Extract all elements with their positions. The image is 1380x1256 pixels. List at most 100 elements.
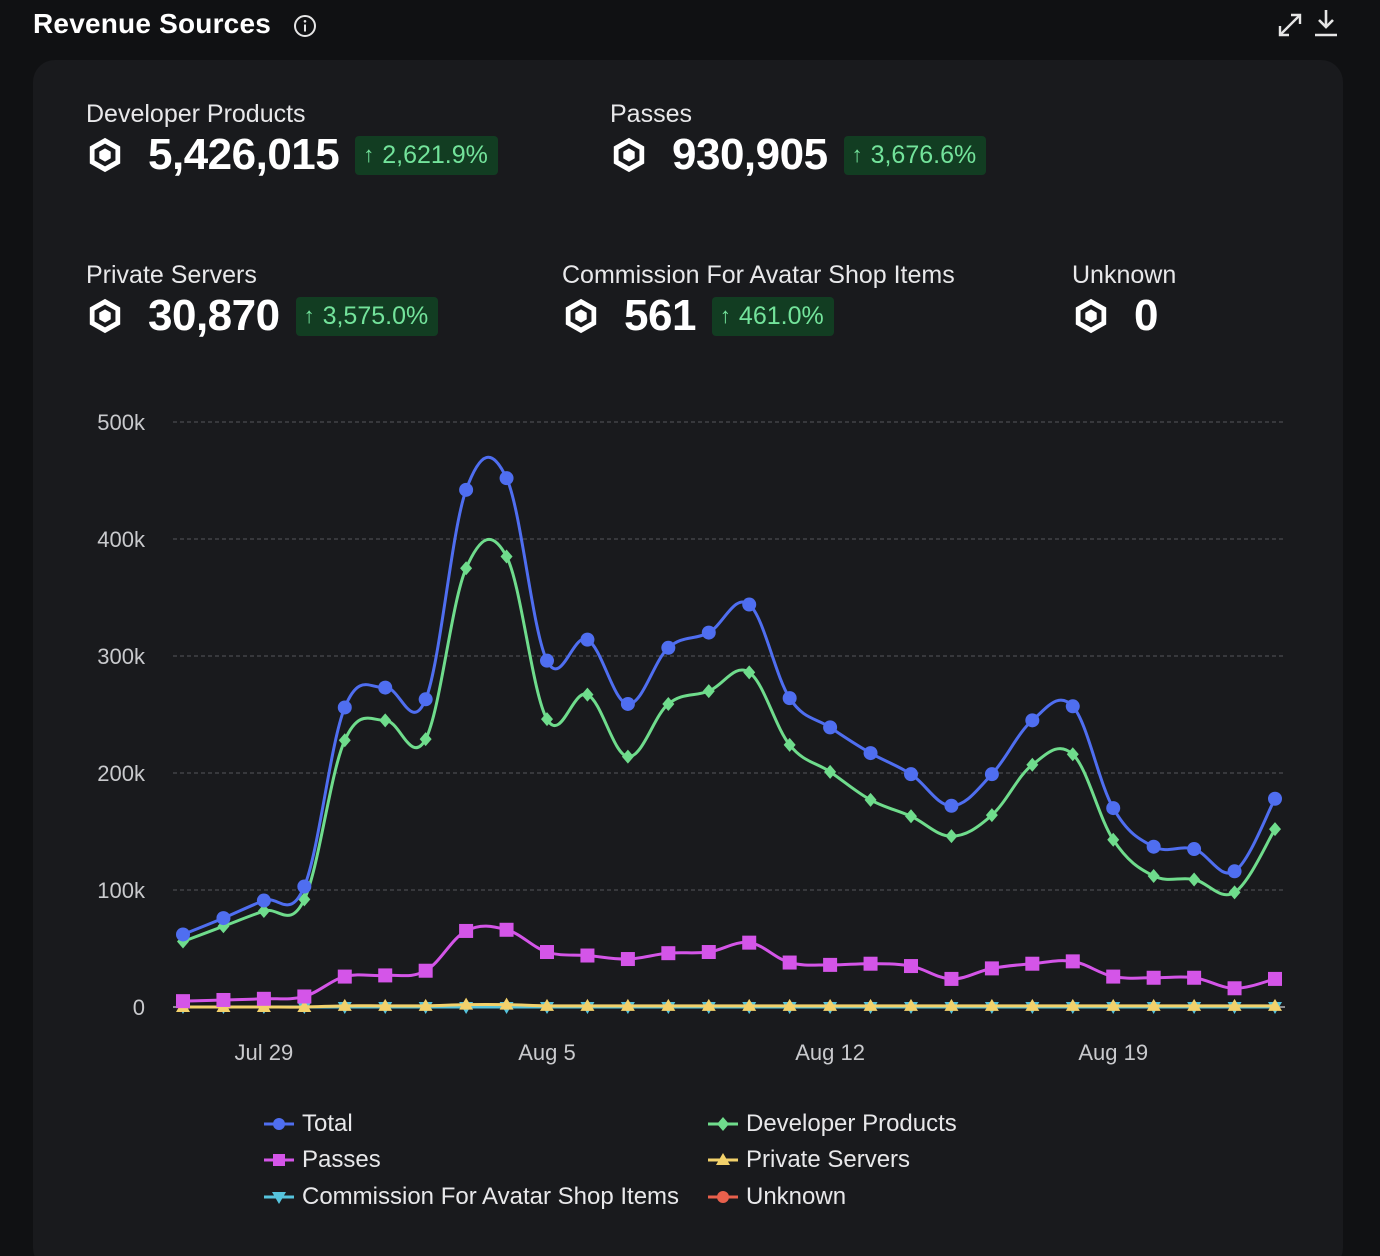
data-point[interactable] [1146,970,1161,985]
data-point[interactable] [540,998,554,1011]
data-point[interactable] [742,998,757,1011]
data-point[interactable] [742,597,757,612]
expand-icon[interactable] [1277,12,1303,38]
data-point[interactable] [378,998,393,1011]
data-point[interactable] [984,998,999,1011]
data-point[interactable] [944,971,959,986]
data-point[interactable] [701,625,716,640]
data-point[interactable] [1025,713,1040,728]
data-point[interactable] [823,720,838,735]
data-point[interactable] [1106,801,1121,816]
data-point[interactable] [176,927,190,942]
data-point[interactable] [743,665,756,680]
data-point[interactable] [985,808,998,823]
data-point[interactable] [419,732,432,747]
data-point[interactable] [1228,885,1241,900]
data-point[interactable] [1146,839,1161,854]
data-point[interactable] [620,952,635,967]
data-point[interactable] [338,733,351,748]
data-point[interactable] [540,945,554,960]
data-point[interactable] [581,687,594,702]
data-point[interactable] [984,767,999,782]
legend-item-private-servers[interactable]: Private Servers [706,1146,910,1174]
data-point[interactable] [499,997,514,1010]
legend-item-developer-products[interactable]: Developer Products [706,1110,957,1138]
data-point[interactable] [944,998,959,1011]
data-point[interactable] [823,998,838,1011]
data-point[interactable] [337,998,352,1011]
legend-item-passes[interactable]: Passes [262,1146,381,1174]
data-point[interactable] [863,998,878,1011]
data-point[interactable] [256,893,271,908]
data-point[interactable] [176,994,190,1009]
data-point[interactable] [418,963,433,978]
data-point[interactable] [742,935,757,950]
data-point[interactable] [945,829,958,844]
data-point[interactable] [499,471,514,486]
data-point[interactable] [580,948,595,963]
data-point[interactable] [620,696,635,711]
data-point[interactable] [1187,842,1202,857]
data-point[interactable] [216,992,231,1007]
data-point[interactable] [418,692,433,707]
download-icon[interactable] [1313,8,1339,38]
data-point[interactable] [500,549,513,564]
data-point[interactable] [541,712,553,727]
data-point[interactable] [823,957,838,972]
data-point[interactable] [661,998,676,1011]
data-point[interactable] [1026,757,1039,772]
data-point[interactable] [1268,971,1282,986]
data-point[interactable] [337,700,352,715]
data-point[interactable] [459,997,474,1010]
data-point[interactable] [661,946,676,961]
data-point[interactable] [1188,872,1201,887]
data-point[interactable] [782,955,797,970]
data-point[interactable] [1106,998,1121,1011]
legend-item-commission[interactable]: Commission For Avatar Shop Items [262,1183,679,1211]
data-point[interactable] [905,809,917,824]
data-point[interactable] [1066,747,1079,762]
data-point[interactable] [661,640,676,655]
data-point[interactable] [1227,998,1242,1011]
data-point[interactable] [459,482,474,497]
data-point[interactable] [1025,998,1040,1011]
data-point[interactable] [701,945,716,960]
data-point[interactable] [1187,970,1202,985]
data-point[interactable] [1065,699,1080,714]
data-point[interactable] [944,798,959,813]
data-point[interactable] [216,911,231,926]
data-point[interactable] [904,998,918,1011]
data-point[interactable] [701,998,716,1011]
data-point[interactable] [783,737,796,752]
data-point[interactable] [1268,998,1282,1011]
data-point[interactable] [297,1000,312,1012]
legend-item-total[interactable]: Total [262,1110,353,1138]
data-point[interactable] [621,749,634,764]
legend-item-unknown[interactable]: Unknown [706,1183,846,1211]
data-point[interactable] [620,998,635,1011]
data-point[interactable] [1065,954,1080,969]
data-point[interactable] [984,961,999,976]
data-point[interactable] [1269,822,1281,837]
data-point[interactable] [459,923,474,938]
data-point[interactable] [460,561,473,576]
data-point[interactable] [297,989,312,1004]
data-point[interactable] [1146,998,1161,1011]
data-point[interactable] [580,632,595,647]
data-point[interactable] [702,684,715,699]
data-point[interactable] [379,713,392,728]
info-icon[interactable] [293,14,317,38]
data-point[interactable] [378,968,393,983]
data-point[interactable] [1025,956,1040,971]
data-point[interactable] [1107,832,1120,847]
data-point[interactable] [257,904,270,919]
data-point[interactable] [540,653,554,668]
data-point[interactable] [256,991,271,1006]
data-point[interactable] [418,998,433,1011]
data-point[interactable] [864,792,877,807]
data-point[interactable] [378,680,393,695]
data-point[interactable] [256,1000,271,1012]
data-point[interactable] [1147,868,1160,883]
data-point[interactable] [580,998,595,1011]
